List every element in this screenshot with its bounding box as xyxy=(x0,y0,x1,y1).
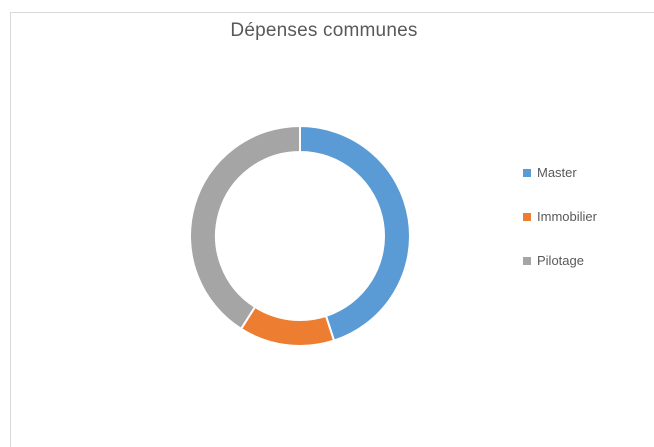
legend-label-pilotage: Pilotage xyxy=(537,253,584,268)
legend: Master Immobilier Pilotage xyxy=(523,162,597,294)
donut-slice-pilotage xyxy=(189,124,301,331)
chart-title: Dépenses communes xyxy=(230,20,418,41)
legend-swatch-master xyxy=(523,168,531,177)
donut-slices xyxy=(189,124,411,347)
legend-swatch-pilotage xyxy=(523,256,531,265)
donut-slice-master xyxy=(299,124,411,342)
legend-item-master: Master xyxy=(523,162,597,184)
legend-item-immobilier: Immobilier xyxy=(523,206,597,228)
chart-area xyxy=(10,12,654,447)
legend-item-pilotage: Pilotage xyxy=(523,250,597,272)
donut-slice-immobilier xyxy=(239,305,336,347)
legend-label-master: Master xyxy=(537,165,577,180)
legend-label-immobilier: Immobilier xyxy=(537,209,597,224)
legend-swatch-immobilier xyxy=(523,212,531,221)
